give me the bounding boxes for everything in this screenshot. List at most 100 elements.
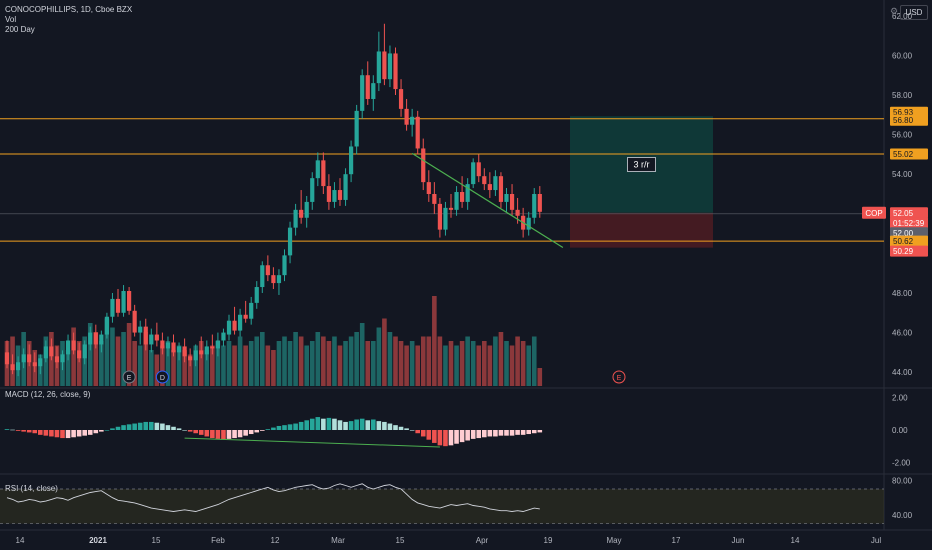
candle-body xyxy=(99,334,104,345)
volume-bar xyxy=(187,354,193,386)
candle-body xyxy=(160,340,165,349)
macd-bar xyxy=(187,430,193,432)
candle-body xyxy=(38,358,43,367)
candle-body xyxy=(238,314,243,331)
legend-ma: 200 Day xyxy=(5,25,35,34)
price-label: 56.93 xyxy=(893,108,914,117)
macd-bar xyxy=(498,430,504,436)
candle-body xyxy=(32,362,37,367)
event-marker-label: E xyxy=(127,375,132,382)
macd-bar xyxy=(260,430,265,431)
price-tick-label: 62.00 xyxy=(892,12,913,21)
volume-bar xyxy=(337,345,343,386)
macd-bar xyxy=(143,421,149,430)
candle-body xyxy=(287,227,293,256)
macd-bar xyxy=(4,429,10,430)
volume-bar xyxy=(76,341,82,386)
macd-bar xyxy=(137,422,143,430)
gear-icon[interactable]: ⚙ xyxy=(890,6,899,16)
volume-bar xyxy=(387,332,393,386)
macd-bar xyxy=(282,425,287,430)
candle-body xyxy=(337,190,343,200)
candle-body xyxy=(82,344,87,359)
volume-bar xyxy=(198,341,204,386)
volume-bar xyxy=(143,332,149,386)
price-tick-label: 60.00 xyxy=(892,51,913,60)
macd-bar xyxy=(10,429,15,431)
macd-bar xyxy=(504,430,509,436)
macd-bar xyxy=(465,430,470,441)
price-label-bg xyxy=(890,227,928,239)
candle-body xyxy=(260,265,265,288)
macd-bar xyxy=(437,430,443,446)
volume-bar xyxy=(426,336,432,386)
candle-body xyxy=(210,346,215,349)
volume-bar xyxy=(531,336,537,386)
candle-body xyxy=(193,350,198,361)
ticker-tag: COP xyxy=(865,209,882,218)
volume-bar xyxy=(121,332,126,386)
macd-bar xyxy=(149,421,154,430)
macd-bar xyxy=(531,430,537,434)
macd-bar xyxy=(332,418,337,430)
volume-bar xyxy=(160,345,165,386)
candle-body xyxy=(404,108,409,125)
candle-body xyxy=(365,75,370,99)
volume-bar xyxy=(437,336,443,386)
event-marker xyxy=(155,370,169,384)
price-tick-label: 56.00 xyxy=(892,131,913,140)
candle-body xyxy=(315,160,320,179)
volume-bar xyxy=(137,345,143,386)
event-marker xyxy=(612,370,626,384)
candle-body xyxy=(221,332,226,341)
price-label: 55.02 xyxy=(893,150,914,159)
volume-bar xyxy=(215,341,221,386)
macd-bar xyxy=(415,430,420,434)
candle-body xyxy=(443,207,448,230)
currency-badge[interactable]: USD xyxy=(900,5,928,20)
macd-bar xyxy=(132,423,137,430)
macd-bar xyxy=(126,424,132,430)
volume-bar xyxy=(371,341,376,386)
volume-bar xyxy=(210,345,215,386)
macd-bar xyxy=(482,430,487,438)
macd-bar xyxy=(226,430,232,439)
rsi-tick-label: 40.00 xyxy=(892,511,913,520)
volume-bar xyxy=(443,345,448,386)
candle-body xyxy=(448,207,454,210)
macd-bar xyxy=(432,430,437,443)
volume-bar xyxy=(298,336,304,386)
macd-bar xyxy=(276,425,282,430)
event-marker xyxy=(122,370,136,384)
rr-label: 3 r/r xyxy=(633,160,649,170)
candle-body xyxy=(110,298,115,317)
macd-bar xyxy=(359,418,365,430)
macd-bar xyxy=(337,420,343,430)
macd-bar xyxy=(287,424,293,430)
volume-bar xyxy=(204,350,210,386)
price-tick-label: 46.00 xyxy=(892,329,913,338)
candle-body xyxy=(10,364,15,371)
price-label: 01:52:39 xyxy=(893,219,925,228)
macd-bar xyxy=(198,430,204,435)
volume-bar xyxy=(282,336,287,386)
time-tick-label: Jul xyxy=(871,536,881,545)
time-tick-label: Mar xyxy=(331,536,345,545)
volume-bar xyxy=(265,345,271,386)
volume-bar xyxy=(115,336,121,386)
candle-body xyxy=(432,194,437,204)
time-tick-label: 15 xyxy=(152,536,161,545)
candle-body xyxy=(310,178,315,202)
candle-body xyxy=(360,75,365,111)
macd-bar xyxy=(115,426,121,430)
macd-bar xyxy=(254,430,260,433)
volume-bar xyxy=(448,341,454,386)
candle-body xyxy=(65,340,71,355)
candle-body xyxy=(77,350,82,359)
stop-zone xyxy=(570,212,713,248)
rsi-tick-label: 80.00 xyxy=(892,476,913,485)
price-label-bg xyxy=(890,114,928,126)
candle-body xyxy=(393,53,398,90)
volume-bar xyxy=(71,327,76,386)
